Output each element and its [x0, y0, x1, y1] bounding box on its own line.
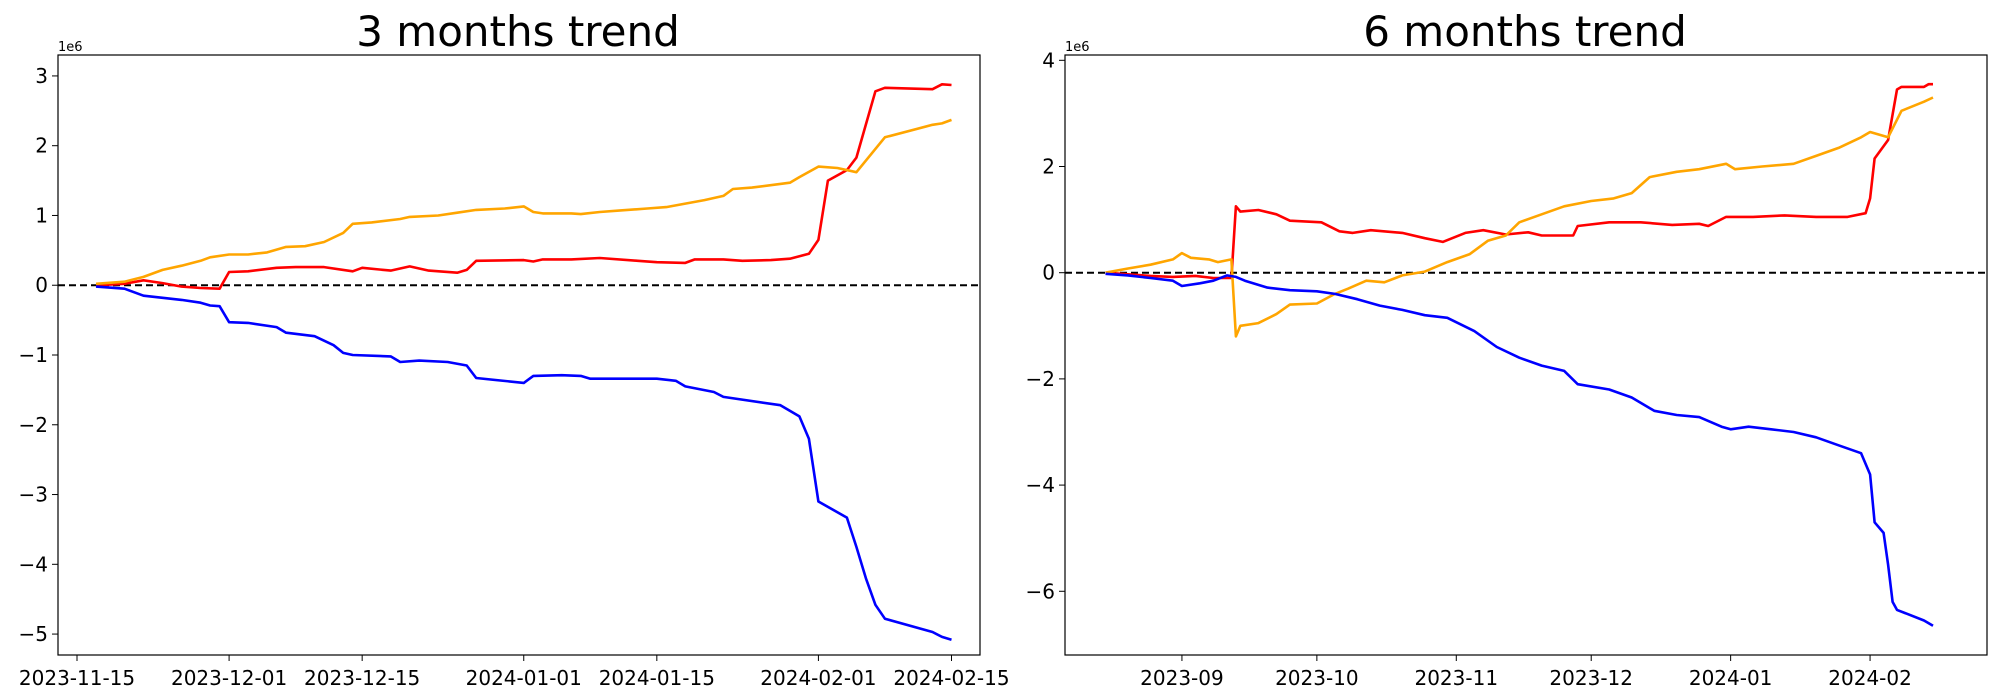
series-lines [95, 83, 952, 641]
y-tick-label: −5 [19, 622, 48, 646]
x-tick-label: 2024-02-01 [760, 666, 876, 690]
y-tick-label: 0 [35, 273, 48, 297]
x-tick-label: 2023-11 [1414, 666, 1498, 690]
y-offset-label: 1e6 [58, 40, 83, 55]
x-tick-label: 2024-02-15 [893, 666, 1009, 690]
y-offset-label: 1e6 [1065, 40, 1090, 55]
x-tick-label: 2023-12-15 [304, 666, 420, 690]
series-line-2 [1105, 272, 1934, 627]
y-tick-label: 4 [1042, 48, 1055, 72]
plot-frame [1064, 54, 1988, 656]
axis-ticks: 2023-11-15 2023-12-01 2023-12-15 2024-01-01… [19, 64, 1010, 690]
y-tick-label: 0 [1042, 261, 1055, 285]
plot-frame [57, 54, 981, 656]
x-tick-label: 2024-01 [1689, 666, 1773, 690]
y-tick-label: −3 [19, 483, 48, 507]
y-tick-label: −2 [19, 413, 48, 437]
x-tick-label: 2023-11-15 [19, 666, 135, 690]
x-tick-label: 2023-09 [1140, 666, 1224, 690]
axis-ticks: 2023-09 2023-10 2023-11 2023-12 2024-01 2024-… [1026, 48, 1912, 690]
x-tick-label: 2024-01-01 [466, 666, 582, 690]
y-tick-label: 1 [35, 203, 48, 227]
chart-title: 3 months trend [356, 7, 680, 56]
y-tick-label: 2 [35, 134, 48, 158]
series-line-0 [95, 83, 952, 291]
chart-6-months: 6 months trend 1e6 2023-09 2023-10 2023-11… [1026, 7, 1988, 690]
x-tick-label: 2024-01-15 [599, 666, 715, 690]
y-tick-label: −6 [1026, 579, 1055, 603]
x-tick-label: 2024-02 [1828, 666, 1912, 690]
y-tick-label: −1 [19, 343, 48, 367]
y-tick-label: 3 [35, 64, 48, 88]
x-tick-label: 2023-10 [1275, 666, 1359, 690]
series-line-1 [1105, 96, 1934, 338]
chart-title: 6 months trend [1363, 7, 1687, 56]
x-tick-label: 2023-12-01 [171, 666, 287, 690]
y-tick-label: −4 [1026, 473, 1055, 497]
series-line-1 [95, 118, 952, 286]
x-tick-label: 2023-12 [1549, 666, 1633, 690]
chart-3-months: 3 months trend 1e6 2023-11-15 2023-12-01 2… [19, 7, 1010, 690]
y-tick-label: 2 [1042, 155, 1055, 179]
series-line-2 [95, 285, 952, 641]
series-line-0 [1105, 82, 1933, 280]
y-tick-label: −2 [1026, 367, 1055, 391]
y-tick-label: −4 [19, 552, 48, 576]
series-lines [1105, 82, 1934, 627]
